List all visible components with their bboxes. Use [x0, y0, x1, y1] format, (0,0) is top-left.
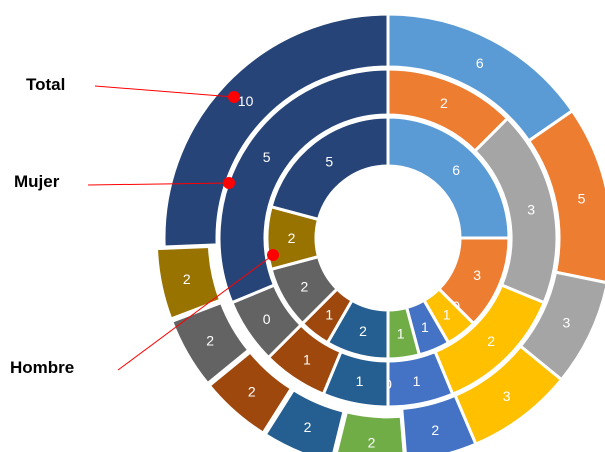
data-label-hombre-5: 1	[397, 326, 405, 342]
ring-mujer: 0232101105	[217, 67, 559, 409]
slice-mujer-10	[217, 67, 390, 305]
data-label-mujer-8: 0	[263, 311, 271, 327]
data-label-total-7: 2	[248, 384, 256, 400]
data-label-hombre-1: 3	[473, 267, 481, 283]
data-label-hombre-0: 6	[452, 162, 460, 178]
data-label-total-8: 2	[206, 333, 214, 349]
ring-hombre: 63011121225	[265, 115, 511, 361]
data-label-hombre-4: 1	[421, 319, 429, 335]
slice-total-1	[526, 108, 605, 284]
slice-total-4	[400, 393, 478, 452]
slice-total-6	[263, 387, 346, 452]
data-label-total-6: 2	[304, 419, 312, 435]
data-label-hombre-3: 1	[443, 307, 451, 323]
data-label-mujer-1: 2	[440, 95, 448, 111]
data-label-total-1: 5	[578, 191, 586, 207]
data-label-total-10: 10	[238, 93, 254, 109]
slice-total-8	[169, 300, 251, 386]
data-label-total-0: 6	[476, 55, 484, 71]
marker-dot-hombre	[267, 249, 279, 261]
data-label-total-4: 2	[431, 422, 439, 438]
data-label-hombre-9: 2	[288, 230, 296, 246]
annotation-hombre-label: Hombre	[10, 358, 75, 377]
leader-line-mujer	[87, 182, 230, 186]
leader-line-hombre	[117, 254, 274, 371]
slice-total-10	[162, 12, 390, 249]
data-label-total-3: 3	[503, 388, 511, 404]
data-label-mujer-6: 1	[356, 373, 364, 389]
slice-hombre-10	[269, 115, 390, 222]
data-label-total-9: 2	[183, 271, 191, 287]
data-label-total-5: 2	[368, 435, 376, 451]
data-label-hombre-10: 5	[325, 153, 333, 169]
annotation-total-label: Total	[26, 75, 66, 94]
data-label-hombre-8: 2	[301, 278, 309, 294]
data-label-mujer-4: 1	[413, 373, 421, 389]
slice-total-7	[207, 349, 294, 436]
slice-hombre-0	[386, 115, 511, 240]
data-label-total-2: 3	[563, 315, 571, 331]
data-label-mujer-2: 3	[527, 202, 535, 218]
data-label-hombre-6: 2	[359, 323, 367, 339]
data-label-mujer-7: 1	[303, 351, 311, 367]
data-label-mujer-10: 5	[263, 149, 271, 165]
marker-dot-total	[228, 91, 240, 103]
data-label-hombre-7: 1	[325, 307, 333, 323]
leader-line-total	[94, 85, 235, 98]
slice-total-5	[335, 410, 406, 452]
annotation-mujer-label: Mujer	[14, 172, 60, 191]
marker-dot-mujer	[223, 177, 235, 189]
data-label-mujer-3: 2	[487, 333, 495, 349]
